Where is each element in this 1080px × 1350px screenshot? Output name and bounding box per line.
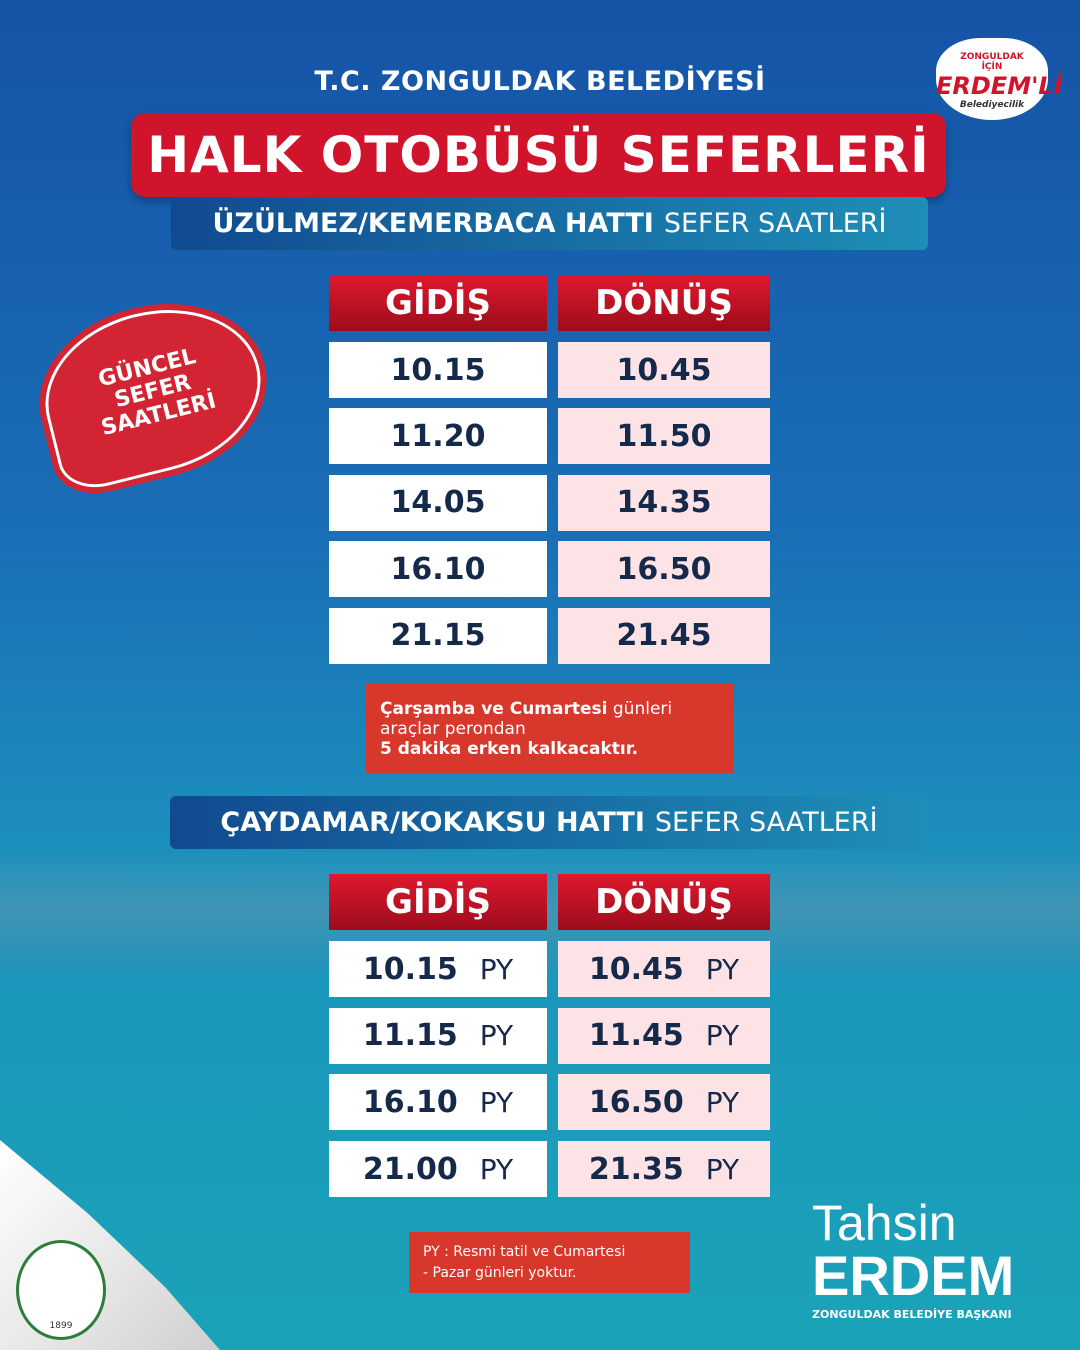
column-header-return: DÖNÜŞ — [558, 874, 770, 930]
return-time-cell: 21.45 — [558, 607, 770, 664]
route1-heading: ÜZÜLMEZ/KEMERBACA HATTI SEFER SAATLERİ — [171, 197, 928, 250]
route-name: ÇAYDAMAR/KOKAKSU HATTI — [220, 807, 645, 838]
py-tag: PY — [479, 1019, 514, 1053]
column-header-departure: GİDİŞ — [329, 874, 547, 930]
municipality-seal: 1899 — [16, 1240, 106, 1340]
py-tag: PY — [705, 952, 740, 986]
departure-time-cell: 11.15 PY — [329, 1007, 547, 1064]
column-header-departure: GİDİŞ — [329, 275, 547, 331]
mayor-signature: Tahsin ERDEM ZONGULDAK BELEDİYE BAŞKANI — [812, 1195, 1015, 1321]
logo-text: İÇİN — [981, 62, 1003, 72]
departure-time-cell: 21.00 PY — [329, 1141, 547, 1198]
route1-note: Çarşamba ve Cumartesi günleri araçlar pe… — [366, 683, 734, 773]
route2-note: PY : Resmi tatil ve Cumartesi - Pazar gün… — [409, 1232, 690, 1293]
erdemli-logo: ZONGULDAK İÇİN ERDEM'Lİ Belediyecilik — [936, 38, 1063, 120]
return-time-cell: 10.45 — [558, 342, 770, 398]
return-time-cell: 14.35 — [558, 474, 770, 531]
return-time-cell: 11.45 PY — [558, 1007, 770, 1064]
py-tag: PY — [705, 1019, 740, 1053]
route-suffix: SEFER SAATLERİ — [654, 807, 878, 838]
departure-time-cell: 10.15 PY — [329, 941, 547, 997]
py-tag: PY — [479, 1152, 514, 1186]
py-tag: PY — [479, 952, 514, 986]
logo-text: Belediyecilik — [959, 100, 1025, 110]
return-time-cell: 16.50 PY — [558, 1074, 770, 1131]
departure-time-cell: 16.10 — [329, 541, 547, 598]
departure-time-cell: 10.15 — [329, 342, 547, 398]
column-header-return: DÖNÜŞ — [558, 275, 770, 331]
route-name: ÜZÜLMEZ/KEMERBACA HATTI — [212, 208, 654, 239]
logo-text: ERDEM'Lİ — [936, 72, 1063, 100]
page-title: HALK OTOBÜSÜ SEFERLERİ — [131, 113, 946, 197]
current-schedule-sticker: GÜNCEL SEFER SAATLERİ — [20, 280, 286, 504]
organization-title: T.C. ZONGULDAK BELEDİYESİ — [314, 66, 766, 97]
py-tag: PY — [479, 1085, 514, 1119]
departure-time-cell: 14.05 — [329, 474, 547, 531]
return-time-cell: 11.50 — [558, 408, 770, 465]
py-tag: PY — [705, 1085, 740, 1119]
departure-time-cell: 16.10 PY — [329, 1074, 547, 1131]
return-time-cell: 21.35 PY — [558, 1141, 770, 1198]
logo-text: ZONGULDAK — [960, 52, 1024, 62]
return-time-cell: 16.50 — [558, 541, 770, 598]
departure-time-cell: 11.20 — [329, 408, 547, 465]
py-tag: PY — [705, 1152, 740, 1186]
return-time-cell: 10.45 PY — [558, 941, 770, 997]
route-suffix: SEFER SAATLERİ — [663, 208, 887, 239]
departure-time-cell: 21.15 — [329, 607, 547, 664]
route2-heading: ÇAYDAMAR/KOKAKSU HATTI SEFER SAATLERİ — [170, 796, 928, 849]
